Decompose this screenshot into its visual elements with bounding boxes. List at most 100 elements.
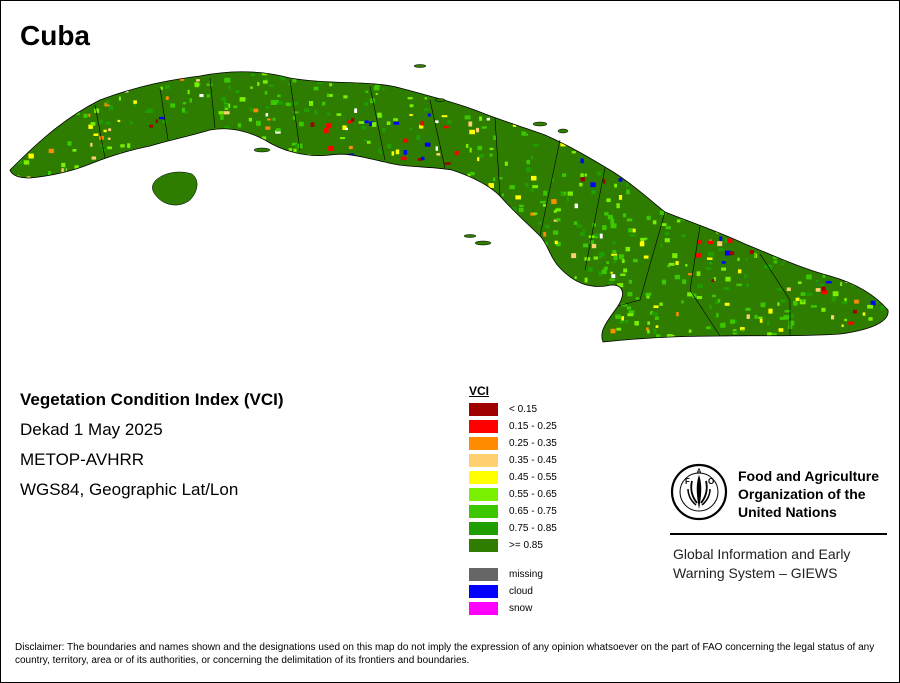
vci-pixel (625, 246, 631, 252)
vci-pixel (772, 86, 776, 92)
vci-pixel (306, 323, 309, 326)
vci-pixel (75, 239, 81, 243)
vci-pixel (68, 240, 71, 243)
vci-pixel (856, 247, 861, 250)
vci-pixel (770, 61, 774, 63)
vci-pixel (795, 345, 798, 348)
vci-pixel (101, 324, 107, 328)
vci-pixel (456, 60, 461, 62)
vci-pixel (118, 250, 123, 255)
vci-pixel (580, 173, 584, 177)
vci-pixel (349, 252, 354, 255)
vci-pixel (661, 279, 666, 285)
vci-pixel (323, 311, 330, 317)
vci-pixel (556, 218, 561, 222)
vci-pixel (614, 183, 617, 188)
vci-pixel (320, 308, 326, 314)
vci-pixel (71, 206, 77, 210)
vci-pixel (656, 119, 661, 122)
vci-pixel (365, 190, 371, 194)
vci-pixel (461, 293, 466, 297)
vci-pixel (61, 173, 68, 177)
vci-pixel (659, 302, 663, 306)
vci-pixel (422, 73, 428, 76)
vci-pixel (664, 232, 670, 236)
vci-pixel (776, 288, 782, 291)
vci-pixel (438, 91, 442, 96)
vci-pixel (67, 317, 71, 321)
vci-pixel (58, 72, 63, 77)
vci-pixel (56, 195, 60, 200)
vci-pixel (854, 299, 859, 304)
vci-pixel (17, 97, 23, 100)
vci-pixel (696, 173, 701, 177)
vci-pixel (45, 72, 51, 76)
vci-pixel (682, 279, 687, 284)
vci-pixel (636, 65, 640, 70)
vci-pixel (870, 300, 876, 306)
vci-pixel (841, 270, 847, 273)
vci-pixel (760, 114, 765, 120)
vci-pixel (53, 321, 58, 326)
vci-pixel (468, 202, 471, 206)
vci-pixel (655, 325, 659, 328)
vci-pixel (519, 204, 524, 208)
vci-pixel (653, 305, 659, 308)
vci-pixel (40, 128, 44, 134)
vci-pixel (807, 131, 812, 135)
vci-pixel (575, 142, 580, 145)
vci-pixel (115, 84, 121, 90)
vci-pixel (195, 83, 199, 88)
vci-pixel (334, 322, 337, 326)
vci-pixel (445, 221, 449, 226)
vci-pixel (869, 254, 875, 259)
vci-pixel (263, 178, 268, 183)
vci-pixel (716, 312, 719, 318)
vci-pixel (36, 224, 40, 227)
vci-pixel (618, 71, 623, 73)
vci-pixel (462, 80, 469, 85)
legend-class-swatch (469, 488, 498, 501)
vci-pixel (466, 183, 470, 188)
vci-pixel (480, 304, 485, 309)
vci-pixel (335, 324, 342, 327)
vci-pixel (868, 126, 873, 129)
vci-pixel (502, 100, 507, 103)
vci-pixel (539, 295, 545, 300)
vci-pixel (130, 197, 137, 201)
vci-pixel (610, 218, 615, 224)
vci-pixel (742, 164, 747, 167)
vci-pixel (364, 120, 369, 124)
vci-pixel (364, 253, 370, 258)
vci-pixel (189, 283, 192, 287)
vci-pixel (224, 157, 229, 162)
vci-pixel (594, 323, 601, 326)
vci-pixel (86, 88, 89, 91)
vci-pixel (533, 241, 538, 244)
vci-pixel (456, 329, 460, 333)
vci-pixel (603, 179, 606, 184)
vci-pixel (631, 86, 635, 92)
vci-pixel (703, 183, 707, 186)
vci-pixel (691, 173, 694, 176)
vci-pixel (725, 105, 731, 108)
vci-pixel (835, 224, 839, 230)
vci-pixel (128, 273, 132, 278)
vci-pixel (747, 95, 750, 100)
vci-pixel (708, 143, 712, 149)
vci-pixel (386, 121, 391, 125)
vci-pixel (136, 229, 139, 233)
vci-pixel (608, 281, 614, 284)
vci-pixel (721, 153, 725, 158)
vci-pixel (800, 135, 807, 140)
vci-pixel (841, 324, 844, 327)
vci-pixel (32, 312, 35, 315)
vci-pixel (709, 156, 715, 160)
vci-pixel (99, 120, 103, 124)
vci-pixel (285, 102, 291, 107)
vci-pixel (79, 77, 85, 81)
vci-pixel (88, 124, 93, 129)
vci-pixel (778, 328, 784, 332)
vci-pixel (553, 230, 559, 235)
vci-pixel (329, 211, 336, 214)
